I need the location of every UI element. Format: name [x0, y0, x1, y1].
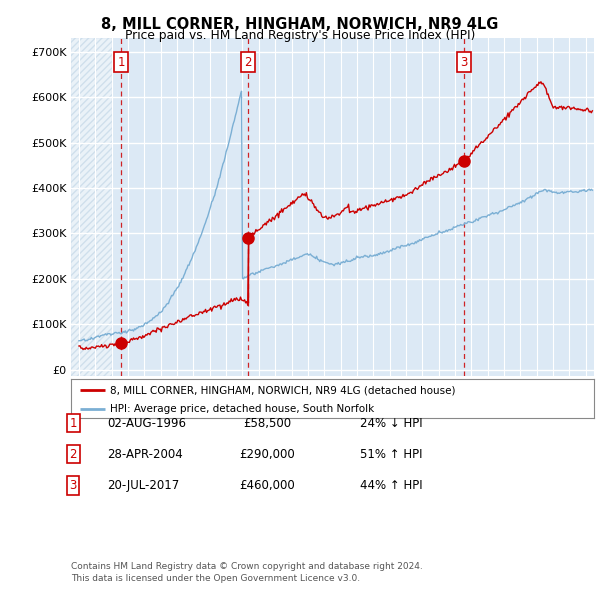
Text: 20-JUL-2017: 20-JUL-2017 [107, 479, 179, 492]
Text: 28-APR-2004: 28-APR-2004 [107, 448, 182, 461]
Text: 24% ↓ HPI: 24% ↓ HPI [360, 417, 422, 430]
Text: 8, MILL CORNER, HINGHAM, NORWICH, NR9 4LG (detached house): 8, MILL CORNER, HINGHAM, NORWICH, NR9 4L… [110, 385, 455, 395]
Text: 51% ↑ HPI: 51% ↑ HPI [360, 448, 422, 461]
Text: £58,500: £58,500 [243, 417, 291, 430]
Text: 2: 2 [244, 55, 251, 68]
Text: 2: 2 [70, 448, 77, 461]
Text: 8, MILL CORNER, HINGHAM, NORWICH, NR9 4LG: 8, MILL CORNER, HINGHAM, NORWICH, NR9 4L… [101, 17, 499, 31]
Text: £460,000: £460,000 [239, 479, 295, 492]
Text: Price paid vs. HM Land Registry's House Price Index (HPI): Price paid vs. HM Land Registry's House … [125, 30, 475, 42]
Text: 44% ↑ HPI: 44% ↑ HPI [360, 479, 422, 492]
Text: Contains HM Land Registry data © Crown copyright and database right 2024.
This d: Contains HM Land Registry data © Crown c… [71, 562, 422, 583]
Text: 1: 1 [70, 417, 77, 430]
Text: 1: 1 [118, 55, 125, 68]
Text: 02-AUG-1996: 02-AUG-1996 [107, 417, 186, 430]
Text: 3: 3 [70, 479, 77, 492]
Text: £290,000: £290,000 [239, 448, 295, 461]
Text: 3: 3 [460, 55, 468, 68]
Text: HPI: Average price, detached house, South Norfolk: HPI: Average price, detached house, Sout… [110, 404, 374, 414]
